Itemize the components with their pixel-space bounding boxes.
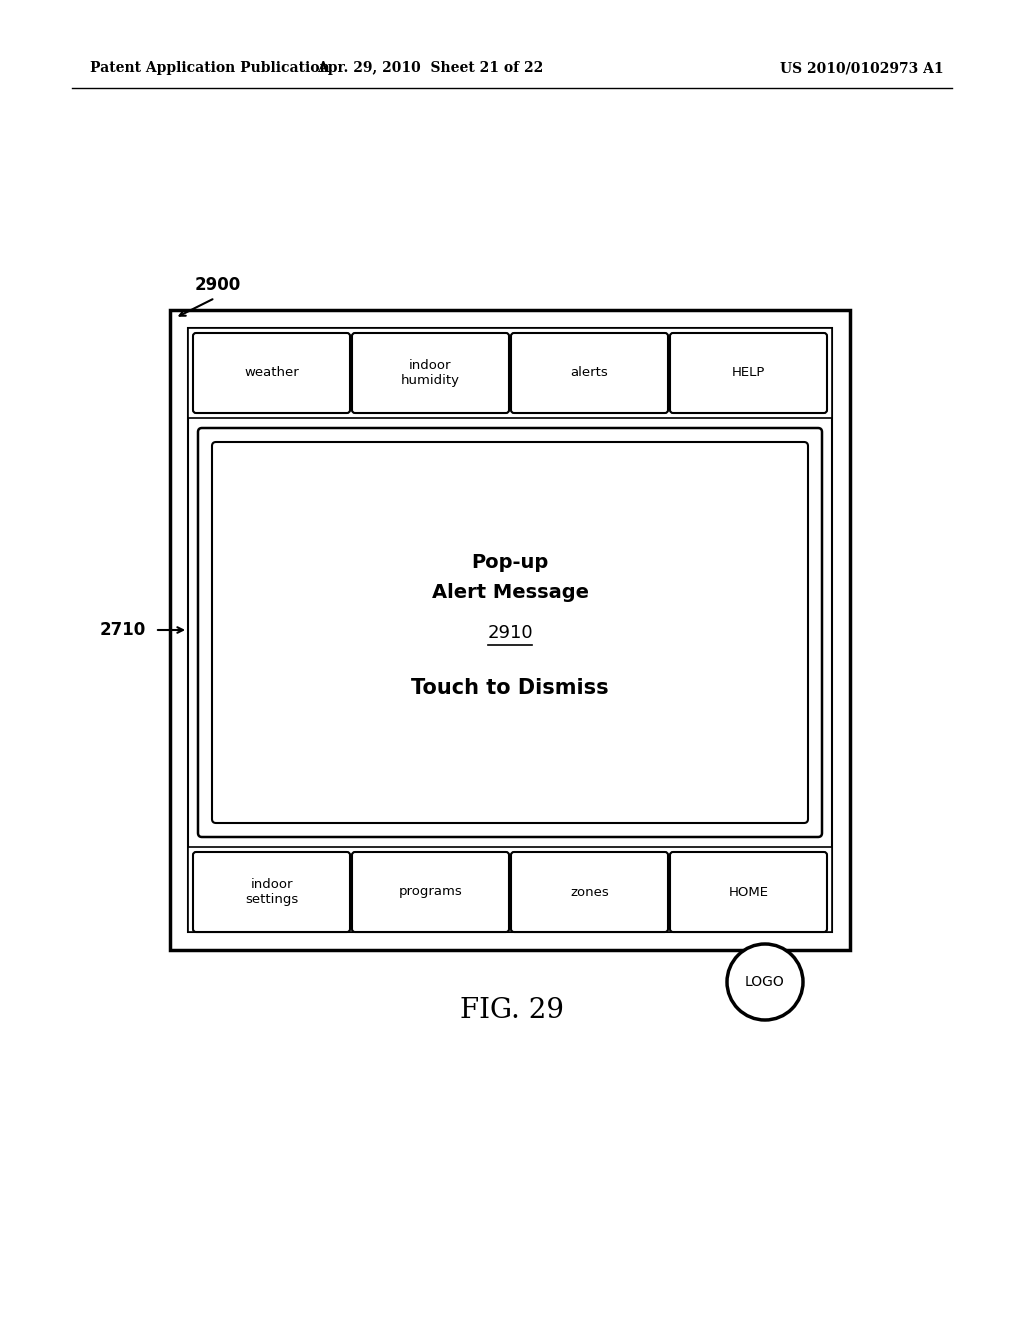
Text: Pop-up: Pop-up <box>471 553 549 572</box>
Bar <box>188 847 831 932</box>
Text: Patent Application Publication: Patent Application Publication <box>90 61 330 75</box>
Bar <box>188 327 831 418</box>
FancyBboxPatch shape <box>352 333 509 413</box>
Text: LOGO: LOGO <box>745 975 784 989</box>
Text: US 2010/0102973 A1: US 2010/0102973 A1 <box>780 61 944 75</box>
Text: Apr. 29, 2010  Sheet 21 of 22: Apr. 29, 2010 Sheet 21 of 22 <box>316 61 543 75</box>
Text: 2910: 2910 <box>487 623 532 642</box>
FancyBboxPatch shape <box>511 333 668 413</box>
Text: FIG. 29: FIG. 29 <box>460 997 564 1023</box>
Circle shape <box>727 944 803 1020</box>
FancyBboxPatch shape <box>670 851 827 932</box>
FancyBboxPatch shape <box>212 442 808 822</box>
Text: 2900: 2900 <box>195 276 242 294</box>
FancyBboxPatch shape <box>352 851 509 932</box>
FancyBboxPatch shape <box>198 428 822 837</box>
Text: programs: programs <box>398 886 463 899</box>
Text: weather: weather <box>244 367 299 380</box>
Text: zones: zones <box>570 886 609 899</box>
FancyBboxPatch shape <box>511 851 668 932</box>
Bar <box>188 327 831 932</box>
Text: indoor
settings: indoor settings <box>245 878 298 906</box>
FancyBboxPatch shape <box>193 333 350 413</box>
FancyBboxPatch shape <box>193 851 350 932</box>
Text: alerts: alerts <box>570 367 608 380</box>
FancyBboxPatch shape <box>670 333 827 413</box>
Text: Alert Message: Alert Message <box>431 583 589 602</box>
Text: Touch to Dismiss: Touch to Dismiss <box>412 677 609 697</box>
Text: HOME: HOME <box>728 886 768 899</box>
Text: indoor
humidity: indoor humidity <box>401 359 460 387</box>
Text: HELP: HELP <box>732 367 765 380</box>
Text: 2710: 2710 <box>100 620 146 639</box>
Bar <box>170 310 850 950</box>
